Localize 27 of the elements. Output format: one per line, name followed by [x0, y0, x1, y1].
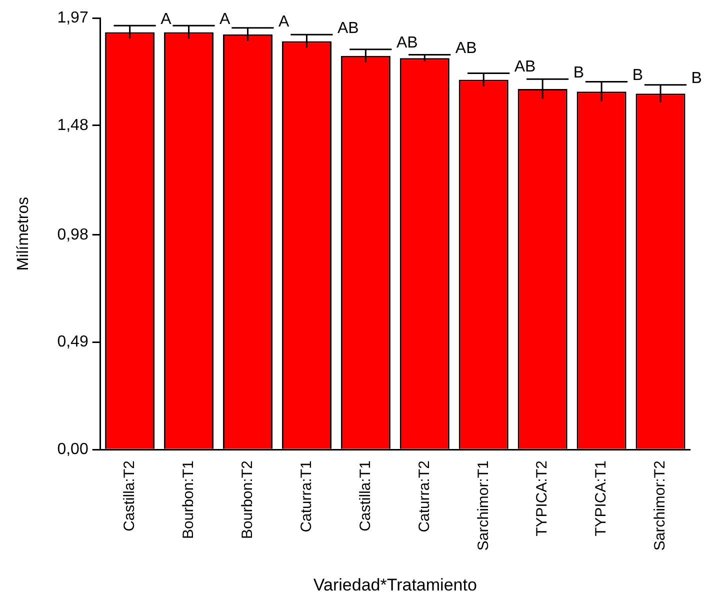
x-tick-label: Bourbon:T2 [238, 460, 256, 539]
annotation: AB [337, 20, 359, 38]
x-tick-label: Sarchimor:T1 [474, 460, 492, 551]
annotation: B [632, 67, 643, 84]
x-tick-label: TYPICA:T2 [534, 460, 551, 536]
annotation: AB [396, 34, 418, 52]
annotation: AB [455, 40, 477, 58]
x-axis-title: Variedad*Tratamiento [313, 575, 477, 594]
x-tick-label: Bourbon:T1 [180, 460, 197, 539]
x-tick-label: Caturra:T1 [298, 460, 315, 532]
annotation: A [220, 11, 231, 28]
y-tick-label: 0,00 [57, 440, 88, 458]
annotation: B [573, 64, 584, 82]
y-tick-label: 0,49 [57, 334, 88, 351]
x-tick-label: Castilla:T2 [120, 460, 138, 532]
annotation: B [691, 70, 702, 88]
x-tick-label: TYPICA:T1 [592, 460, 610, 536]
x-tick-label: Caturra:T2 [416, 460, 433, 532]
x-tick-label: Sarchimor:T2 [652, 460, 669, 551]
y-tick-label: 0,98 [57, 226, 88, 244]
annotation: AB [514, 58, 536, 76]
y-axis-title: Milímetros [15, 196, 32, 271]
annotation: A [160, 11, 172, 28]
annotation: A [278, 13, 290, 30]
y-tick-label: 1,97 [57, 9, 88, 26]
x-tick-label: Castilla:T1 [356, 460, 374, 532]
y-tick-label: 1,48 [57, 116, 88, 134]
